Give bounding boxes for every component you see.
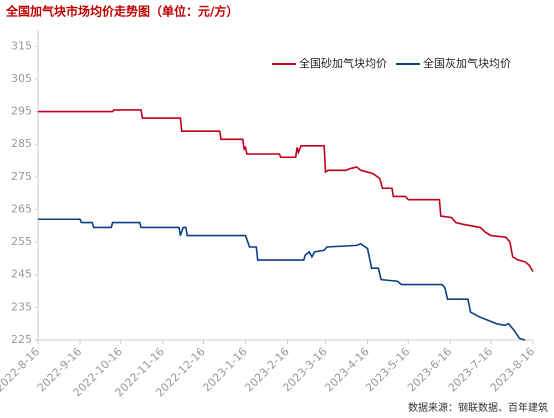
y-tick-label: 285 xyxy=(11,137,32,150)
y-tick-label: 265 xyxy=(11,202,32,215)
y-tick-label: 235 xyxy=(11,300,32,313)
legend-label: 全国砂加气块均价 xyxy=(299,56,387,70)
y-tick-label: 225 xyxy=(11,333,32,346)
y-tick-label: 255 xyxy=(11,235,32,248)
y-tick-label: 245 xyxy=(11,268,32,281)
chart-title: 全国加气块市场均价走势图（单位：元/方） xyxy=(5,4,238,19)
y-tick-label: 295 xyxy=(11,105,32,118)
series-line xyxy=(38,218,526,341)
y-tick-label: 305 xyxy=(11,72,32,85)
x-tick-label: 2023-8-16 xyxy=(488,345,537,394)
source: 数据来源：钢联数据、百年建筑 xyxy=(408,401,548,414)
legend-label: 全国灰加气块均价 xyxy=(423,56,511,70)
y-tick-label: 275 xyxy=(11,170,32,183)
x-tick-label: 2023-5-16 xyxy=(363,345,412,394)
x-tick-label: 2023-7-16 xyxy=(446,345,495,394)
y-tick-label: 315 xyxy=(11,39,32,52)
series-line xyxy=(38,109,534,272)
x-tick-label: 2023-1-16 xyxy=(200,345,249,394)
